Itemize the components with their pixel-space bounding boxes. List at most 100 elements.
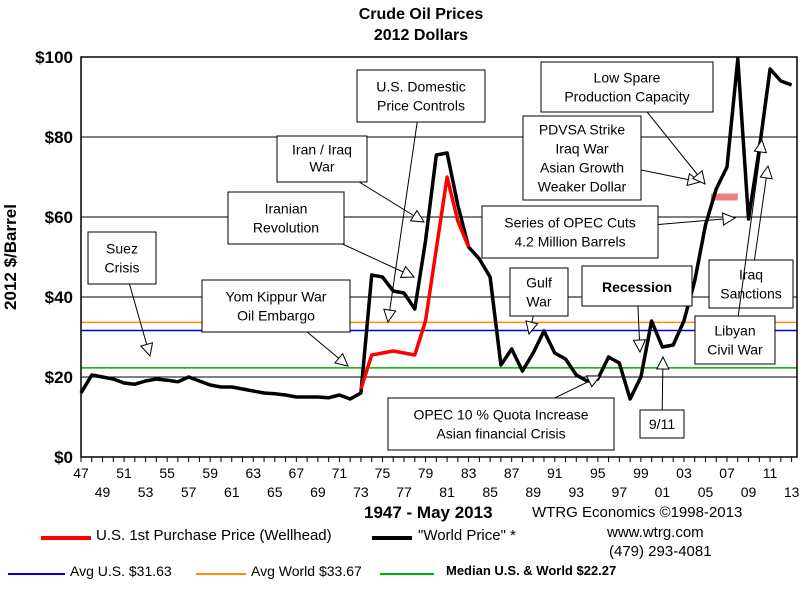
avg-world-swatch <box>196 573 246 575</box>
legend-world-label: "World Price" * <box>418 527 516 544</box>
annotation-box: U.S. Domestic Price Controls <box>356 69 486 324</box>
x-tick-label: 99 <box>633 465 649 481</box>
median-label: Median U.S. & World $22.27 <box>446 563 617 578</box>
annotation-frame <box>356 69 486 123</box>
x-tick-label: 59 <box>202 465 218 481</box>
annotation-text: Revolution <box>253 219 319 235</box>
x-tick-label: 75 <box>375 465 391 481</box>
annotation-text: Low Spare <box>594 69 661 85</box>
annotation-arrowhead <box>759 164 773 180</box>
annotation-text: Sanctions <box>720 285 781 301</box>
annotation-text: Oil Embargo <box>237 307 315 323</box>
x-tick-label: 65 <box>267 484 283 500</box>
annotation-box: Series of OPEC Cuts 4.2 Million Barrels <box>481 205 737 259</box>
annotation-text: War <box>309 159 334 175</box>
annotation-frame <box>639 409 685 439</box>
y-tick-label: $60 <box>45 208 73 227</box>
annotation-arrow <box>734 139 763 341</box>
x-tick-label: 03 <box>676 465 692 481</box>
x-tick-label: 01 <box>655 484 671 500</box>
period-label: 1947 - May 2013 <box>364 503 493 522</box>
annotation-arrowhead <box>656 355 670 370</box>
annotation-text: Iran / Iraq <box>292 142 352 158</box>
x-tick-label: 81 <box>439 484 455 500</box>
annotation-arrowhead <box>140 342 154 358</box>
axes: $0 $20 $40 $60 $80 $100 47 51 55 59 63 67 71 75 79 83 87… <box>35 48 799 500</box>
annotation-box: PDVSA Strike Iraq War Asian Growth Weaker D… <box>522 115 702 201</box>
x-tick-label: 85 <box>482 484 498 500</box>
x-tick-label: 09 <box>741 484 757 500</box>
x-tick-label: 07 <box>719 465 735 481</box>
highlight-bar <box>710 193 738 201</box>
annotation-text: U.S. Domestic <box>376 78 465 94</box>
y-tick-label: $100 <box>35 48 73 67</box>
annotation-box: Low Spare Production Capacity <box>540 61 714 185</box>
annotation-arrowhead <box>721 212 737 226</box>
annotation-text: War <box>526 293 551 309</box>
x-tick-label: 91 <box>547 465 563 481</box>
annotation-text: Production Capacity <box>564 88 689 104</box>
annotation-frame <box>387 397 615 451</box>
annotation-arrowhead <box>383 308 397 324</box>
x-tick-label: 11 <box>763 465 778 481</box>
x-tick-label: 57 <box>181 484 197 500</box>
annotation-frame <box>201 279 351 333</box>
x-tick-label: 79 <box>418 465 434 481</box>
annotation-box: OPEC 10 % Quota Increase Asian financial … <box>387 375 615 451</box>
annotation-arrowhead <box>334 352 349 367</box>
annotation-text: Recession <box>602 279 672 295</box>
x-tick-label: 95 <box>590 465 606 481</box>
x-tick-label: 89 <box>525 484 541 500</box>
chart-subtitle: 2012 Dollars <box>374 27 468 44</box>
y-tick-label: $20 <box>45 368 73 387</box>
y-tick-label: $80 <box>45 128 73 147</box>
annotation-text: 9/11 <box>649 416 675 432</box>
annotation-frame <box>522 115 642 201</box>
annotation-text: Asian financial Crisis <box>436 425 565 441</box>
annotation-text: Libyan <box>714 322 755 338</box>
x-tick-label: 77 <box>396 484 412 500</box>
annotation-text: Iraq <box>739 266 763 282</box>
annotation-frame <box>276 135 368 183</box>
x-tick-label: 93 <box>568 484 584 500</box>
x-tick-label: 53 <box>138 484 154 500</box>
annotation-arrow <box>387 95 422 323</box>
y-tick-label: $40 <box>45 288 73 307</box>
annotation-text: Gulf <box>526 274 552 290</box>
x-tick-label: 69 <box>310 484 326 500</box>
annotation-arrowhead <box>525 320 539 336</box>
y-tick-label: $0 <box>54 448 73 467</box>
annotation-text: OPEC 10 % Quota Increase <box>413 406 588 422</box>
annotation-frame <box>708 259 794 309</box>
annotation-arrowhead <box>399 265 416 278</box>
annotation-box: Suez Crisis <box>87 231 157 358</box>
median-swatch <box>380 573 434 575</box>
annotation-text: PDVSA Strike <box>539 121 626 137</box>
annotation-text: Iranian <box>265 200 308 216</box>
annotation-frame <box>227 191 345 245</box>
x-tick-label: 73 <box>353 484 369 500</box>
annotation-frame <box>509 267 569 317</box>
x-tick-label: 97 <box>612 484 628 500</box>
annotation-box: Iraq Sanctions <box>708 164 794 309</box>
us-wellhead-series <box>359 175 471 390</box>
x-tick-label: 83 <box>461 465 477 481</box>
website-label: www.wtrg.com <box>607 524 704 541</box>
world-price-series <box>79 57 793 401</box>
x-tick-label: 47 <box>73 465 89 481</box>
annotations: Suez Crisis Yom Kippur War Oil Embargo Irani… <box>87 61 794 451</box>
x-tick-label: 63 <box>245 465 261 481</box>
annotation-frame <box>581 265 693 307</box>
series-lines <box>79 57 793 401</box>
annotation-arrowhead <box>691 169 706 185</box>
annotation-text: Price Controls <box>377 97 465 113</box>
annotation-arrowhead <box>632 339 647 354</box>
annotation-text: 4.2 Million Barrels <box>514 233 625 249</box>
annotation-frame <box>87 231 157 285</box>
annotation-text: Series of OPEC Cuts <box>504 214 636 230</box>
annotation-text: Crisis <box>105 259 140 275</box>
annotation-frame <box>540 61 714 113</box>
annotation-box: Yom Kippur War Oil Embargo <box>201 279 351 367</box>
